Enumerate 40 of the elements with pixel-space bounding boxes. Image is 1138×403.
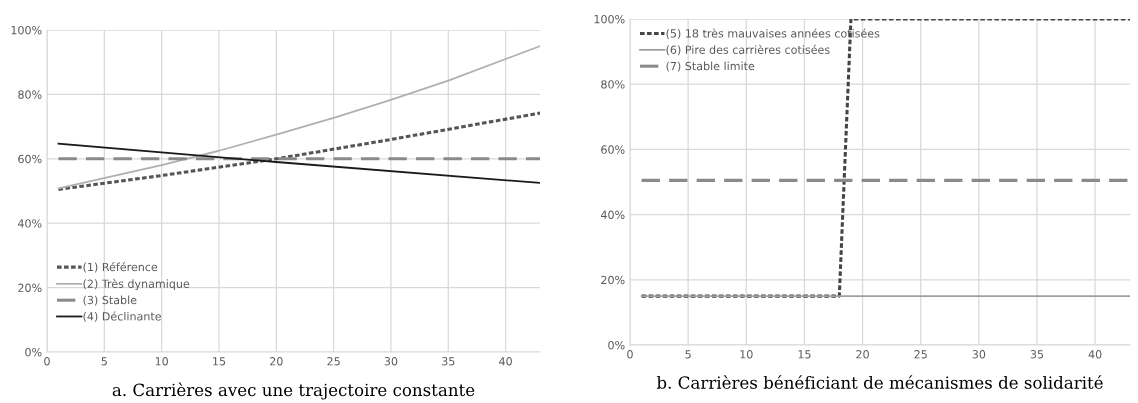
x-tick-label: 40 <box>1088 350 1102 359</box>
y-tick-label: 0% <box>25 347 42 357</box>
x-tick-label: 5 <box>101 357 107 366</box>
legend-label: (4) Déclinante <box>83 311 161 322</box>
y-tick-label: 20% <box>18 283 42 292</box>
y-tick-label: 60% <box>601 145 625 154</box>
y-tick-label: 0% <box>608 340 625 350</box>
x-tick-label: 20 <box>856 350 869 359</box>
legend-label: (3) Stable <box>83 295 137 306</box>
y-tick-label: 40% <box>600 210 625 219</box>
y-tick-label: 80% <box>18 90 42 99</box>
text: a. Carrières avec une trajectoire constante <box>112 382 475 400</box>
x-tick-label: 10 <box>155 357 168 366</box>
x-tick-label: 25 <box>327 357 340 366</box>
x-tick-label: 40 <box>499 357 512 366</box>
x-tick-label: 0 <box>627 350 633 359</box>
y-tick-label: 20% <box>601 275 625 285</box>
legend-label: (7) Stable limite <box>666 61 755 72</box>
legend-label: (6) Pire des carrières cotisées <box>666 44 830 56</box>
x-tick-label: 35 <box>442 357 455 366</box>
x-tick-label: 35 <box>1030 350 1044 359</box>
y-tick-label: 100% <box>11 25 42 35</box>
line-series <box>57 45 540 190</box>
x-tick-label: 15 <box>798 350 811 359</box>
text: b. Carrières bénéficiant de mécanismes de solidarité <box>656 375 1103 389</box>
legend-label: (2) Très dynamique <box>83 278 190 291</box>
x-tick-label: 25 <box>914 350 927 359</box>
x-tick-label: 20 <box>270 357 283 366</box>
y-tick-label: 80% <box>601 80 625 89</box>
legend-label: (1) Référence <box>83 262 158 273</box>
x-tick-label: 5 <box>685 350 691 359</box>
x-tick-label: 0 <box>44 357 50 366</box>
y-tick-label: 40% <box>17 219 42 228</box>
x-tick-label: 30 <box>972 350 986 359</box>
line-series <box>56 111 540 191</box>
x-tick-label: 30 <box>384 357 398 366</box>
x-tick-label: 15 <box>213 357 226 366</box>
x-tick-label: 10 <box>740 350 753 359</box>
y-tick-label: 60% <box>18 154 42 164</box>
y-tick-label: 100% <box>594 14 625 24</box>
